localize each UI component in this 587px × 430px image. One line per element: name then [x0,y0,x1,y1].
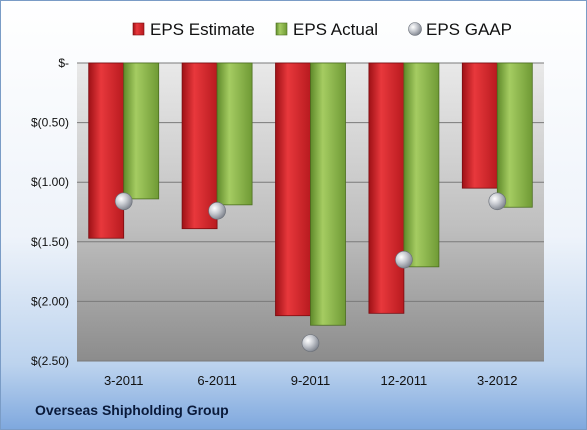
estimate-bar [88,62,125,239]
legend: EPS Estimate EPS Actual EPS GAAP [132,20,512,39]
y-tick-label: $- [58,56,69,70]
y-tick-label: $(0.50) [31,116,69,130]
y-tick-label: $(2.50) [31,354,69,368]
x-category-label: 9-2011 [291,373,331,388]
bars [88,62,533,326]
legend-actual-swatch [275,22,288,36]
x-axis-labels: 3-2011 6-2011 9-2011 12-2011 3-2012 [104,373,518,388]
estimate-bar [181,62,218,230]
gaap-marker [395,250,413,269]
gaap-marker [114,192,133,211]
actual-bar [403,62,440,268]
estimate-bar [461,62,498,189]
gaap-marker [301,334,320,352]
legend-gaap-swatch [408,22,422,36]
estimate-bar [275,62,311,317]
y-tick-label: $(2.00) [31,294,69,308]
y-tick-label: $(1.50) [31,235,69,249]
actual-bar [123,62,160,200]
actual-bar [216,62,253,206]
legend-label: EPS Estimate [150,20,255,39]
y-tick-label: $(1.00) [31,175,69,189]
x-category-label: 3-2011 [104,373,144,388]
legend-label: EPS Actual [293,20,378,39]
y-axis-ticks: $- $(0.50) $(1.00) $(1.50) $(2.00) $(2.50) [31,56,69,368]
gaap-marker [208,202,226,220]
gaap-markers [114,192,507,352]
actual-bar [310,62,346,326]
x-category-label: 6-2011 [197,373,237,388]
legend-estimate-swatch [132,22,145,36]
x-category-label: 3-2012 [477,373,517,388]
x-category-label: 12-2011 [381,373,428,388]
estimate-bar [368,62,405,314]
company-name: Overseas Shipholding Group [35,402,229,418]
legend-label: EPS GAAP [426,20,512,39]
actual-bar [496,62,533,208]
gaap-marker [488,192,507,211]
